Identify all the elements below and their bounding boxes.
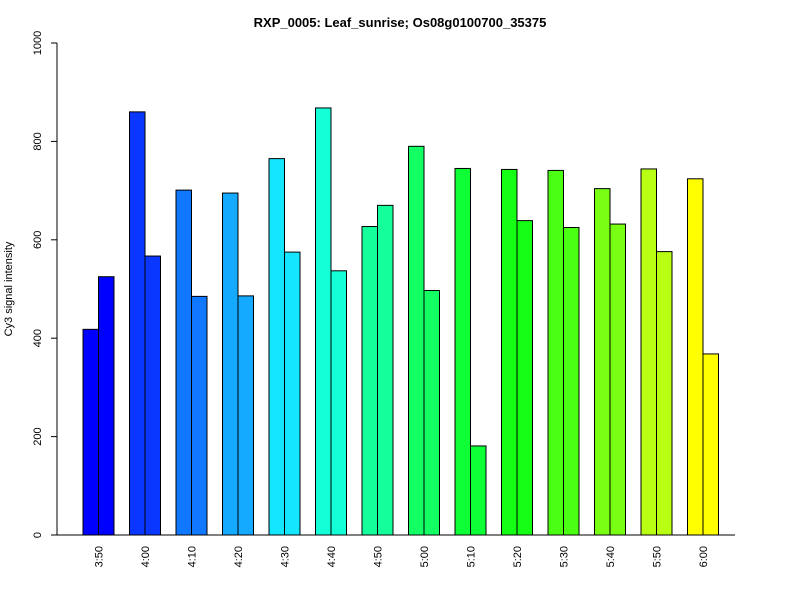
bar-400-2 xyxy=(144,255,161,536)
bar-540-2 xyxy=(609,223,626,536)
bar-550-2 xyxy=(656,251,673,536)
chart-title: RXP_0005: Leaf_sunrise; Os08g0100700_353… xyxy=(254,15,547,30)
x-tick-label: 4:20 xyxy=(233,546,245,567)
x-tick-label: 6:00 xyxy=(698,546,710,567)
bar-440-2 xyxy=(330,270,347,536)
y-ticks-group: 0 200 400 600 800 1000 xyxy=(32,31,57,538)
y-tick-label: 0 xyxy=(32,532,44,538)
bar-510-2 xyxy=(470,445,487,536)
bar-350-1 xyxy=(82,328,99,536)
bar-410-1 xyxy=(175,189,192,536)
x-tick-label: 5:40 xyxy=(605,546,617,567)
x-tick-label: 5:20 xyxy=(512,546,524,567)
bar-400-1 xyxy=(129,111,146,536)
bar-350-2 xyxy=(98,276,115,536)
x-tick-label: 5:30 xyxy=(559,546,571,567)
x-tick-label: 5:50 xyxy=(652,546,664,567)
bars-group xyxy=(82,107,719,536)
bar-600-1 xyxy=(687,178,704,536)
x-tick-label: 3:50 xyxy=(94,546,106,567)
bar-500-2 xyxy=(423,289,440,536)
x-tick-label: 4:40 xyxy=(326,546,338,567)
bar-450-1 xyxy=(361,226,378,536)
x-tick-label: 4:00 xyxy=(140,546,152,567)
bar-530-2 xyxy=(563,227,580,536)
x-tick-label: 5:10 xyxy=(466,546,478,567)
x-tick-label: 5:00 xyxy=(419,546,431,567)
bar-520-2 xyxy=(516,220,533,536)
x-tick-label: 4:10 xyxy=(187,546,199,567)
bar-410-2 xyxy=(191,295,208,536)
y-axis-label: Cy3 signal intensity xyxy=(3,241,15,336)
bar-430-1 xyxy=(268,158,285,536)
bar-600-2 xyxy=(702,353,719,536)
bar-520-1 xyxy=(501,168,518,536)
x-tick-label: 4:30 xyxy=(280,546,292,567)
y-tick-label: 600 xyxy=(32,231,44,249)
bar-530-1 xyxy=(547,169,564,536)
bar-450-2 xyxy=(377,204,394,536)
bar-550-1 xyxy=(640,168,657,536)
y-tick-label: 1000 xyxy=(32,31,44,55)
bar-500-1 xyxy=(408,145,425,536)
x-tick-label: 4:50 xyxy=(373,546,385,567)
y-tick-label: 800 xyxy=(32,132,44,150)
bar-540-1 xyxy=(594,188,611,536)
bar-420-1 xyxy=(222,192,239,536)
bar-510-1 xyxy=(454,167,471,536)
x-tick-labels-group: 3:50 4:00 4:10 4:20 4:30 4:40 4:50 5:00 5:10 5:20… xyxy=(94,546,711,567)
y-tick-label: 400 xyxy=(32,329,44,347)
bar-430-2 xyxy=(284,251,301,536)
bar-440-1 xyxy=(315,107,332,536)
bar-420-2 xyxy=(237,295,254,536)
y-tick-label: 200 xyxy=(32,427,44,445)
